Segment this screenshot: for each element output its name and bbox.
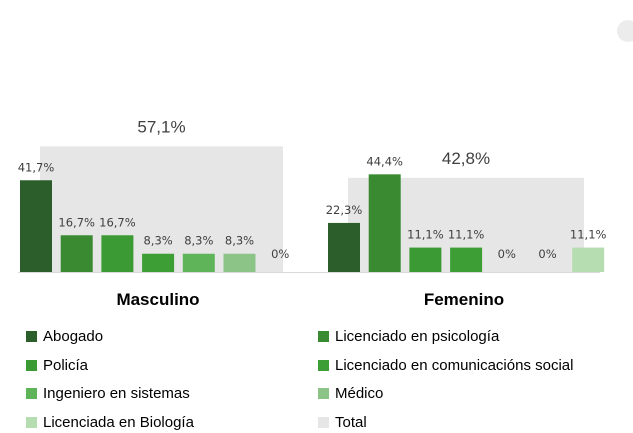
bar-masculino-4 <box>182 253 215 272</box>
value-label-femenino-1: 44,4% <box>366 154 403 168</box>
value-label-masculino-5: 8,3% <box>225 234 254 248</box>
group-label-masculino: Masculino <box>116 290 199 309</box>
value-label-masculino-3: 8,3% <box>143 234 172 248</box>
bar-femenino-3 <box>450 247 483 272</box>
window-corner-decoration <box>617 20 633 42</box>
bar-femenino-1 <box>368 174 401 272</box>
value-label-femenino-4: 0% <box>498 247 516 261</box>
bar-femenino-6 <box>572 247 605 272</box>
total-label-femenino: 42,8% <box>442 149 490 168</box>
value-label-femenino-5: 0% <box>538 247 556 261</box>
bar-masculino-0 <box>20 180 52 272</box>
bar-femenino-0 <box>328 222 360 272</box>
value-label-masculino-0: 41,7% <box>18 160 55 174</box>
value-label-femenino-6: 11,1% <box>570 228 607 242</box>
total-label-masculino: 57,1% <box>137 117 185 136</box>
value-label-femenino-3: 11,1% <box>448 228 485 242</box>
bar-masculino-2 <box>101 235 134 272</box>
value-label-masculino-4: 8,3% <box>184 234 213 248</box>
bar-masculino-3 <box>142 253 175 272</box>
value-label-masculino-1: 16,7% <box>58 215 95 229</box>
bar-masculino-1 <box>60 235 93 272</box>
bar-masculino-5 <box>223 253 256 272</box>
group-label-femenino: Femenino <box>424 290 504 309</box>
value-label-femenino-2: 11,1% <box>407 228 444 242</box>
value-label-masculino-2: 16,7% <box>99 215 136 229</box>
value-label-masculino-6: 0% <box>271 247 289 261</box>
bar-femenino-2 <box>409 247 442 272</box>
value-label-femenino-0: 22,3% <box>326 203 363 217</box>
